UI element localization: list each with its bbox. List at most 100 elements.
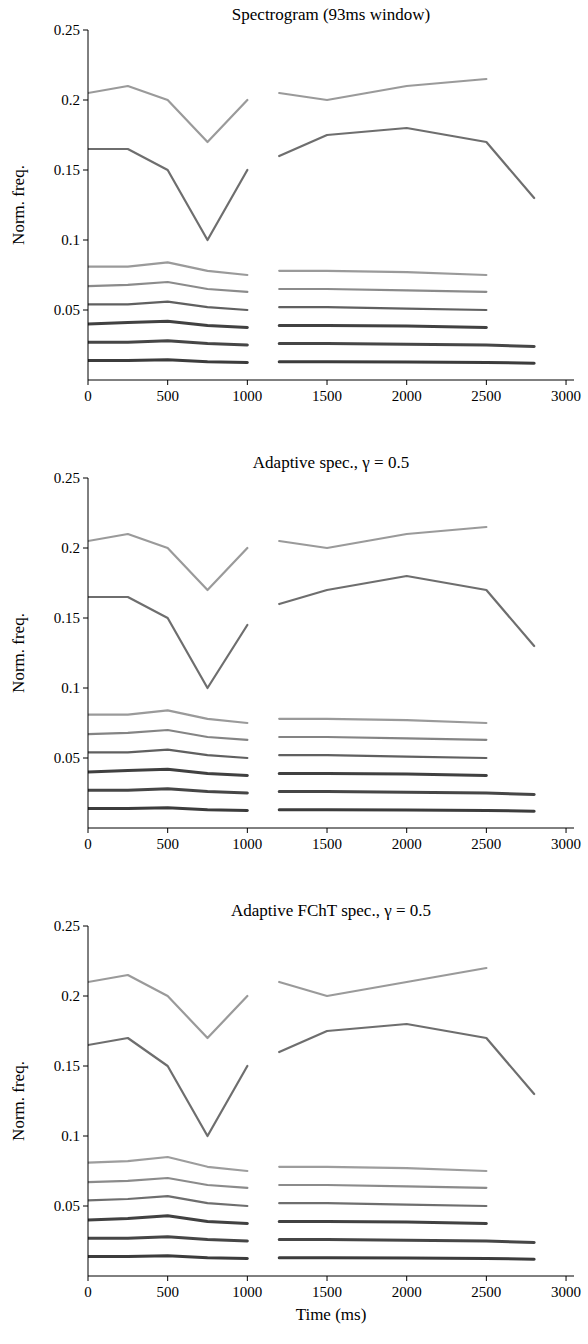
figure: Spectrogram (93ms window)0.050.10.150.20… [0,0,588,1344]
harmonic-line [88,968,486,1038]
x-tick-label: 2000 [392,388,422,404]
x-tick [167,828,168,833]
x-tick-label: 2500 [471,388,501,404]
harmonic-line [88,1237,534,1243]
x-tick-label: 3000 [551,836,581,852]
x-axis [88,828,574,829]
harmonic-line [88,262,486,275]
harmonic-line [88,527,486,590]
y-tick [83,310,88,311]
y-tick-label: 0.15 [54,610,80,626]
harmonic-line [88,341,534,347]
harmonic-line [88,1256,534,1260]
harmonic-line [88,808,534,812]
y-tick-label: 0.15 [54,162,80,178]
x-tick-label: 1500 [312,1284,342,1300]
y-tick [83,30,88,31]
harmonic-line [88,750,486,758]
x-tick-label: 3000 [551,388,581,404]
y-tick-label: 0.1 [61,232,80,248]
y-tick [83,240,88,241]
x-tick [327,828,328,833]
plot-area [88,79,534,363]
x-tick-label: 500 [156,388,179,404]
y-tick [83,688,88,689]
x-tick [167,1276,168,1281]
title: Adaptive spec., γ = 0.5 [253,453,409,472]
x-tick [327,380,328,385]
y-tick [83,1206,88,1207]
y-tick-label: 0.2 [61,540,80,556]
harmonic-line [88,302,486,310]
y-tick-label: 0.05 [54,302,80,318]
x-tick-label: 2000 [392,1284,422,1300]
y-tick-label: 0.1 [61,1128,80,1144]
harmonic-line [88,1196,486,1206]
y-axis-title: Norm. freq. [9,165,28,245]
y-axis [88,478,89,828]
x-tick-label: 1500 [312,836,342,852]
x-tick-label: 500 [156,1284,179,1300]
y-tick [83,100,88,101]
y-tick-label: 0.2 [61,92,80,108]
harmonic-line [88,710,486,723]
panel: Adaptive FChT spec., γ = 0.50.050.10.150… [9,901,581,1324]
x-tick [247,380,248,385]
harmonic-line [88,576,534,688]
y-axis [88,30,89,380]
x-tick [486,1276,487,1281]
x-tick-label: 1500 [312,388,342,404]
y-tick-label: 0.15 [54,1058,80,1074]
x-tick [88,828,89,833]
x-tick [406,380,407,385]
x-tick-label: 1000 [232,1284,262,1300]
x-tick-label: 2500 [471,1284,501,1300]
x-tick-label: 2500 [471,836,501,852]
x-tick [327,1276,328,1281]
x-tick [566,380,567,385]
title: Adaptive FChT spec., γ = 0.5 [231,901,431,920]
harmonic-line [88,321,486,327]
harmonic-line [88,1178,486,1188]
x-axis [88,1276,574,1277]
harmonic-line [88,1157,486,1171]
x-tick [486,380,487,385]
x-tick-label: 0 [84,836,92,852]
harmonic-line [88,360,534,364]
y-axis-title: Norm. freq. [9,613,28,693]
x-axis [88,380,574,381]
harmonic-line [88,282,486,292]
y-tick-label: 0.25 [54,470,80,486]
y-tick-label: 0.25 [54,918,80,934]
x-tick [247,828,248,833]
harmonic-line [88,1216,486,1224]
x-axis-title: Time (ms) [296,1305,367,1324]
y-tick [83,618,88,619]
y-tick-label: 0.25 [54,22,80,38]
y-tick [83,926,88,927]
panel: Spectrogram (93ms window)0.050.10.150.20… [9,5,581,404]
x-tick-label: 3000 [551,1284,581,1300]
y-tick [83,548,88,549]
plot-area [88,527,534,811]
y-axis [88,926,89,1276]
y-tick [83,996,88,997]
y-tick [83,1066,88,1067]
harmonic-line [88,789,534,795]
y-tick [83,478,88,479]
x-tick [566,1276,567,1281]
x-tick-label: 500 [156,836,179,852]
x-tick-label: 1000 [232,388,262,404]
y-tick [83,758,88,759]
x-tick [88,380,89,385]
x-tick-label: 0 [84,1284,92,1300]
y-tick [83,170,88,171]
x-tick [486,828,487,833]
panel: Adaptive spec., γ = 0.50.050.10.150.20.2… [9,453,581,852]
x-tick [247,1276,248,1281]
y-axis-title: Norm. freq. [9,1061,28,1141]
y-tick-label: 0.1 [61,680,80,696]
x-tick [88,1276,89,1281]
harmonic-line [88,769,486,775]
x-tick [406,828,407,833]
